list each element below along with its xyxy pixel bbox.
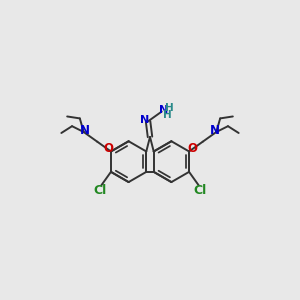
Text: N: N: [80, 124, 90, 136]
Text: O: O: [103, 142, 113, 155]
Text: H: H: [165, 103, 174, 113]
Text: Cl: Cl: [94, 184, 107, 197]
Text: N: N: [210, 124, 220, 136]
Text: O: O: [187, 142, 197, 155]
Text: N: N: [159, 105, 168, 115]
Text: N: N: [140, 115, 149, 125]
Text: Cl: Cl: [193, 184, 206, 197]
Text: H: H: [163, 110, 172, 119]
